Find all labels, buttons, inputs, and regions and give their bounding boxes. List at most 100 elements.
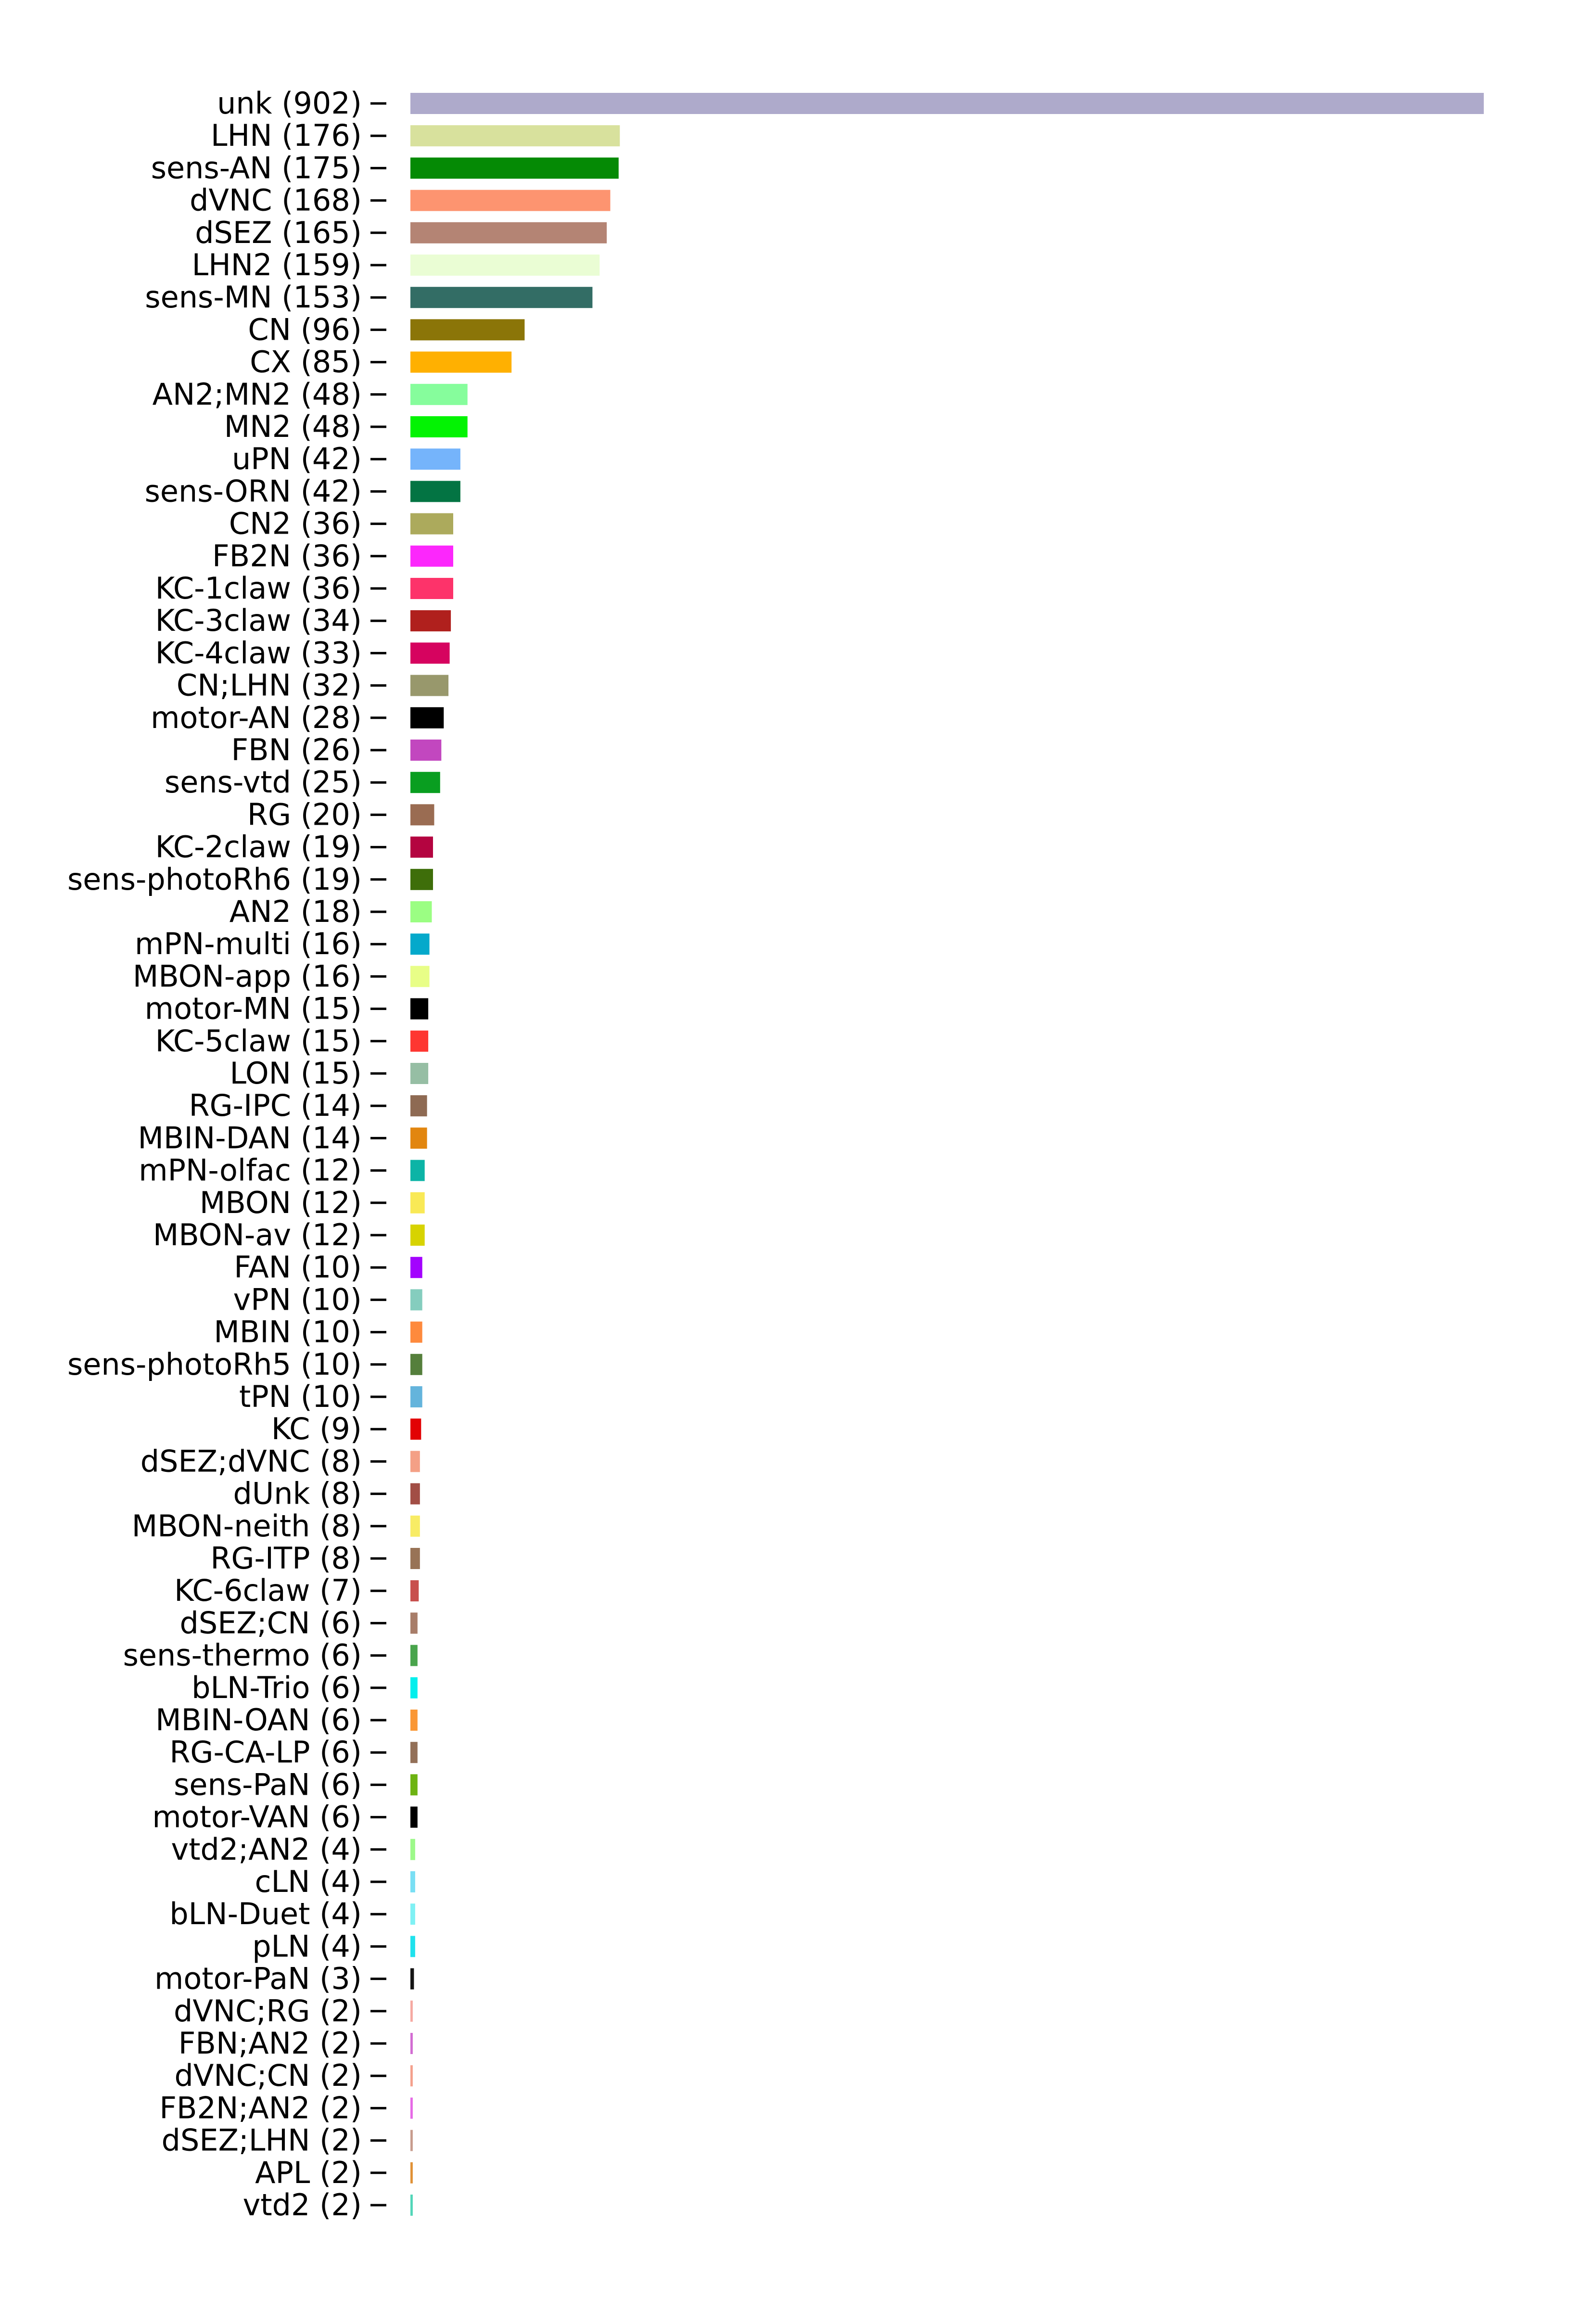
y-tick-label: sens-vtd (25) — [165, 765, 362, 800]
y-tick-label: dSEZ;CN (6) — [180, 1605, 362, 1640]
y-tick-label: CN;LHN (32) — [177, 668, 362, 703]
y-tick-label: CN2 (36) — [229, 506, 362, 541]
y-tick-label: vtd2;AN2 (4) — [171, 1832, 362, 1867]
bar — [410, 1321, 422, 1343]
bar — [410, 481, 460, 502]
y-tick-label: tPN (10) — [239, 1379, 362, 1414]
bar — [410, 1612, 418, 1634]
bars — [410, 93, 1484, 2216]
bar — [410, 416, 468, 437]
bar — [410, 125, 620, 147]
y-tick-label: APL (2) — [255, 2155, 362, 2190]
bar — [410, 448, 460, 470]
bar — [410, 1774, 418, 1796]
bar — [410, 2130, 413, 2151]
bar — [410, 1418, 421, 1440]
bar — [410, 1095, 427, 1117]
bar — [410, 1742, 418, 1763]
y-tick-label: FBN (26) — [231, 732, 362, 767]
bar — [410, 933, 430, 955]
y-tick-label: MBON-app (16) — [133, 958, 362, 994]
bar — [410, 1871, 415, 1892]
y-tick-label: sens-MN (153) — [145, 280, 362, 315]
bar — [410, 513, 453, 535]
bar — [410, 1548, 420, 1569]
y-tick-label: motor-PaN (3) — [154, 1961, 362, 1996]
y-tick-label: MBIN (10) — [214, 1315, 362, 1350]
y-tick-label: pLN (4) — [252, 1928, 362, 1964]
y-tick-label: AN2 (18) — [229, 894, 362, 929]
bar — [410, 675, 449, 696]
y-tick-label: sens-ORN (42) — [145, 473, 362, 509]
y-tick-label: sens-photoRh6 (19) — [67, 862, 362, 897]
bar — [410, 1936, 415, 1957]
bar — [410, 1257, 422, 1278]
bar — [410, 190, 611, 211]
bar — [410, 1192, 425, 1213]
y-tick-label: MBON (12) — [200, 1185, 362, 1220]
y-tick-label: KC-3claw (34) — [155, 603, 362, 638]
bar — [410, 1225, 425, 1246]
bar — [410, 93, 1484, 114]
bar — [410, 610, 451, 632]
y-tick-label: sens-AN (175) — [151, 150, 362, 185]
y-tick-label: AN2;MN2 (48) — [153, 377, 362, 412]
y-tick-label: dVNC;RG (2) — [174, 1993, 362, 2029]
y-tick-label: FB2N;AN2 (2) — [159, 2090, 362, 2125]
bar — [410, 998, 429, 1020]
y-tick-label: KC (9) — [271, 1411, 362, 1446]
y-tick-label: vtd2 (2) — [243, 2187, 362, 2222]
y-tick-label: KC-4claw (33) — [155, 635, 362, 670]
bar — [410, 2000, 413, 2022]
bar — [410, 1127, 427, 1149]
bar — [410, 1386, 422, 1407]
y-tick-label: sens-PaN (6) — [174, 1767, 362, 1802]
y-tick-label: cLN (4) — [255, 1864, 362, 1899]
y-tick-label: mPN-olfac (12) — [139, 1153, 362, 1188]
bar — [410, 1515, 420, 1537]
bar — [410, 1483, 420, 1505]
y-tick-label: FBN;AN2 (2) — [178, 2026, 362, 2061]
y-tick-label: MBON-neith (8) — [132, 1508, 362, 1544]
bar — [410, 868, 433, 890]
bar — [410, 1968, 414, 1990]
bar — [410, 255, 600, 276]
bar — [410, 351, 512, 373]
y-tick-label: bLN-Duet (4) — [169, 1896, 362, 1931]
y-tick-label: dUnk (8) — [233, 1476, 362, 1511]
bar — [410, 1806, 418, 1828]
y-tick-label: RG (20) — [247, 797, 362, 832]
bar — [410, 804, 434, 826]
bar — [410, 2162, 413, 2184]
y-tick-label: KC-2claw (19) — [155, 830, 362, 865]
bar — [410, 901, 432, 922]
y-tick-label: MBON-av (12) — [153, 1217, 362, 1252]
y-tick-label: motor-AN (28) — [151, 700, 362, 735]
y-tick-label: sens-thermo (6) — [123, 1638, 362, 1673]
bar — [410, 1289, 422, 1311]
y-tick-label: FB2N (36) — [212, 538, 362, 574]
y-tick-label: vPN (10) — [233, 1282, 362, 1317]
bar — [410, 836, 433, 858]
tick-marks — [370, 102, 386, 2207]
bar — [410, 157, 619, 179]
bar — [410, 1839, 415, 1860]
bar — [410, 383, 468, 405]
y-tick-label: motor-MN (15) — [145, 991, 362, 1026]
y-tick-label: mPN-multi (16) — [135, 926, 362, 961]
y-tick-label: dVNC;CN (2) — [174, 2058, 362, 2093]
bar — [410, 966, 430, 987]
y-tick-label: MBIN-DAN (14) — [138, 1120, 362, 1155]
y-tick-label: KC-5claw (15) — [155, 1023, 362, 1059]
y-tick-label: CN (96) — [248, 312, 362, 347]
bar — [410, 2195, 413, 2216]
y-tick-label: dSEZ;LHN (2) — [162, 2123, 362, 2158]
bar — [410, 642, 450, 664]
y-tick-label: LON (15) — [230, 1056, 362, 1091]
bar — [410, 1451, 420, 1472]
y-tick-label: RG-CA-LP (6) — [169, 1735, 362, 1770]
y-tick-label: dVNC (168) — [190, 183, 362, 218]
y-tick-label: uPN (42) — [232, 441, 362, 476]
y-tick-label: LHN (176) — [211, 118, 362, 153]
